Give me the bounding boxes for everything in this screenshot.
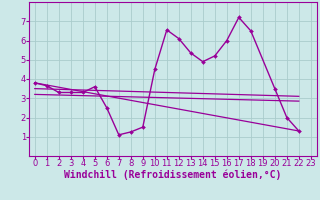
X-axis label: Windchill (Refroidissement éolien,°C): Windchill (Refroidissement éolien,°C) bbox=[64, 169, 282, 180]
